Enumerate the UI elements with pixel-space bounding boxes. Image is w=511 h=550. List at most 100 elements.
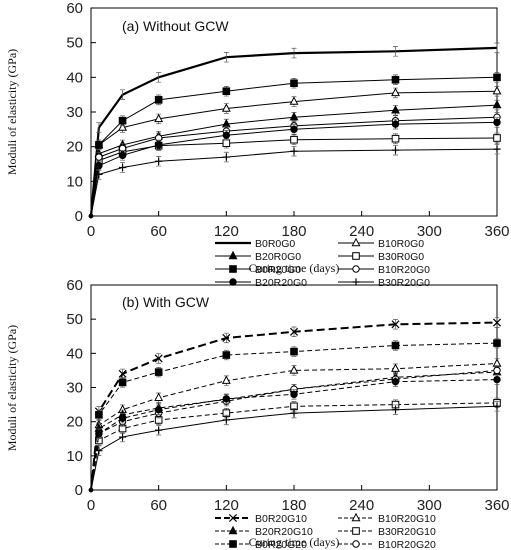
chart-panel-1: 0 10 20 30 40 50 60 0 60 120 180 240 300 360 Curing ti…	[5, 0, 510, 289]
x-tick-label: 60	[150, 497, 167, 514]
data-point	[493, 375, 501, 384]
y-tick-label: 60	[66, 277, 83, 294]
data-point	[118, 122, 128, 131]
error-bar	[291, 47, 297, 59]
x-tick-label: 300	[417, 223, 442, 240]
y-tick-label: 50	[66, 311, 83, 328]
legend: B0R20G10 B10R20G10 B20R20G10 B30R20G10 B0R20…	[215, 512, 436, 550]
data-point	[222, 153, 230, 161]
legend-marker	[352, 278, 360, 286]
legend-marker	[228, 513, 238, 523]
series-B20R0G0	[88, 99, 502, 219]
error-bar	[156, 72, 162, 83]
y-tick-label: 10	[66, 448, 83, 465]
series-line	[90, 148, 498, 217]
data-point	[391, 341, 400, 350]
x-tick-label: 180	[281, 497, 306, 514]
legend-label: B10R20G0	[378, 264, 430, 276]
legend-label: B10R20G10	[378, 513, 436, 525]
data-point	[154, 368, 163, 376]
x-tick-label: 360	[484, 497, 509, 514]
y-tick-label: 40	[66, 69, 83, 86]
y-tick-label: 20	[66, 139, 83, 156]
data-point	[492, 99, 502, 109]
legend-label: B20R20G10	[255, 526, 313, 538]
x-tick-label: 240	[349, 497, 374, 514]
legend-label: B10R0G0	[378, 238, 424, 250]
data-point	[222, 351, 231, 359]
data-point	[391, 363, 400, 372]
x-tick-label: 120	[214, 497, 239, 514]
series-B10R20G10	[88, 358, 502, 493]
data-point	[95, 411, 103, 419]
y-tick-label: 0	[75, 208, 83, 225]
data-point	[391, 320, 400, 329]
data-point	[290, 125, 298, 134]
data-point	[289, 365, 299, 374]
y-tick-label: 20	[66, 414, 83, 431]
series-line	[90, 363, 498, 491]
legend-marker	[228, 525, 238, 535]
data-point	[118, 369, 127, 378]
legend-label: B30R20G10	[378, 526, 436, 538]
data-point	[154, 113, 164, 123]
legend-marker	[229, 278, 237, 286]
data-point	[118, 116, 127, 125]
series-B0R20G20	[88, 337, 501, 493]
data-point	[290, 147, 298, 155]
data-point	[391, 104, 400, 114]
data-point	[493, 73, 501, 82]
data-point	[88, 213, 94, 219]
data-point	[221, 375, 231, 384]
y-tick-label: 60	[66, 0, 83, 17]
series-B10R20G20	[88, 365, 501, 493]
data-point	[391, 377, 400, 386]
data-point	[221, 103, 231, 112]
data-point	[493, 118, 501, 127]
series-line	[90, 342, 498, 491]
error-bar	[96, 122, 102, 133]
x-tick-label: 240	[349, 223, 374, 240]
data-point	[88, 487, 94, 493]
data-point	[391, 120, 400, 128]
data-point	[493, 366, 501, 375]
x-axis-label: Curing time (days)	[249, 535, 340, 549]
series-B0R20G10	[88, 317, 502, 493]
series-B20R20G20	[88, 374, 501, 493]
series-line	[90, 116, 498, 217]
data-point	[222, 87, 231, 96]
y-tick-label: 0	[75, 482, 83, 499]
data-point	[492, 358, 502, 367]
data-point	[493, 145, 501, 153]
legend-label: B0R20G10	[255, 513, 307, 525]
data-point	[118, 163, 127, 172]
data-point	[118, 378, 127, 387]
x-tick-label: 120	[214, 223, 239, 240]
error-bar	[393, 46, 398, 57]
y-tick-label: 50	[66, 35, 83, 52]
y-axis-label: Moduli of elasticity (GPa)	[5, 49, 19, 175]
data-point	[154, 96, 163, 104]
series-line	[90, 137, 498, 217]
error-bar	[494, 42, 500, 54]
series-B0R0G0	[88, 42, 500, 219]
series-line	[89, 46, 498, 217]
series-B30R0G0	[88, 132, 501, 219]
data-point	[289, 111, 299, 121]
data-point	[290, 135, 298, 144]
series-B30R20G0	[88, 143, 501, 219]
legend-marker	[229, 265, 237, 273]
y-axis-label: Moduli of elasticity (GPa)	[5, 325, 19, 451]
data-point	[95, 447, 103, 455]
x-axis-label: Curing time (days)	[249, 261, 340, 275]
series-line	[90, 379, 498, 491]
x-tick-label: 300	[417, 497, 442, 514]
chart-title: (a) Without GCW	[122, 18, 229, 34]
chart-title: (b) With GCW	[122, 294, 210, 310]
series-line	[90, 104, 498, 217]
data-point	[95, 170, 103, 178]
data-point	[154, 406, 163, 414]
legend: B0R0G0 B10R0G0 B20R0G0 B30R0G0 B0R20G0 B10R20…	[215, 237, 430, 289]
series-line	[90, 121, 498, 217]
data-point	[154, 141, 163, 149]
